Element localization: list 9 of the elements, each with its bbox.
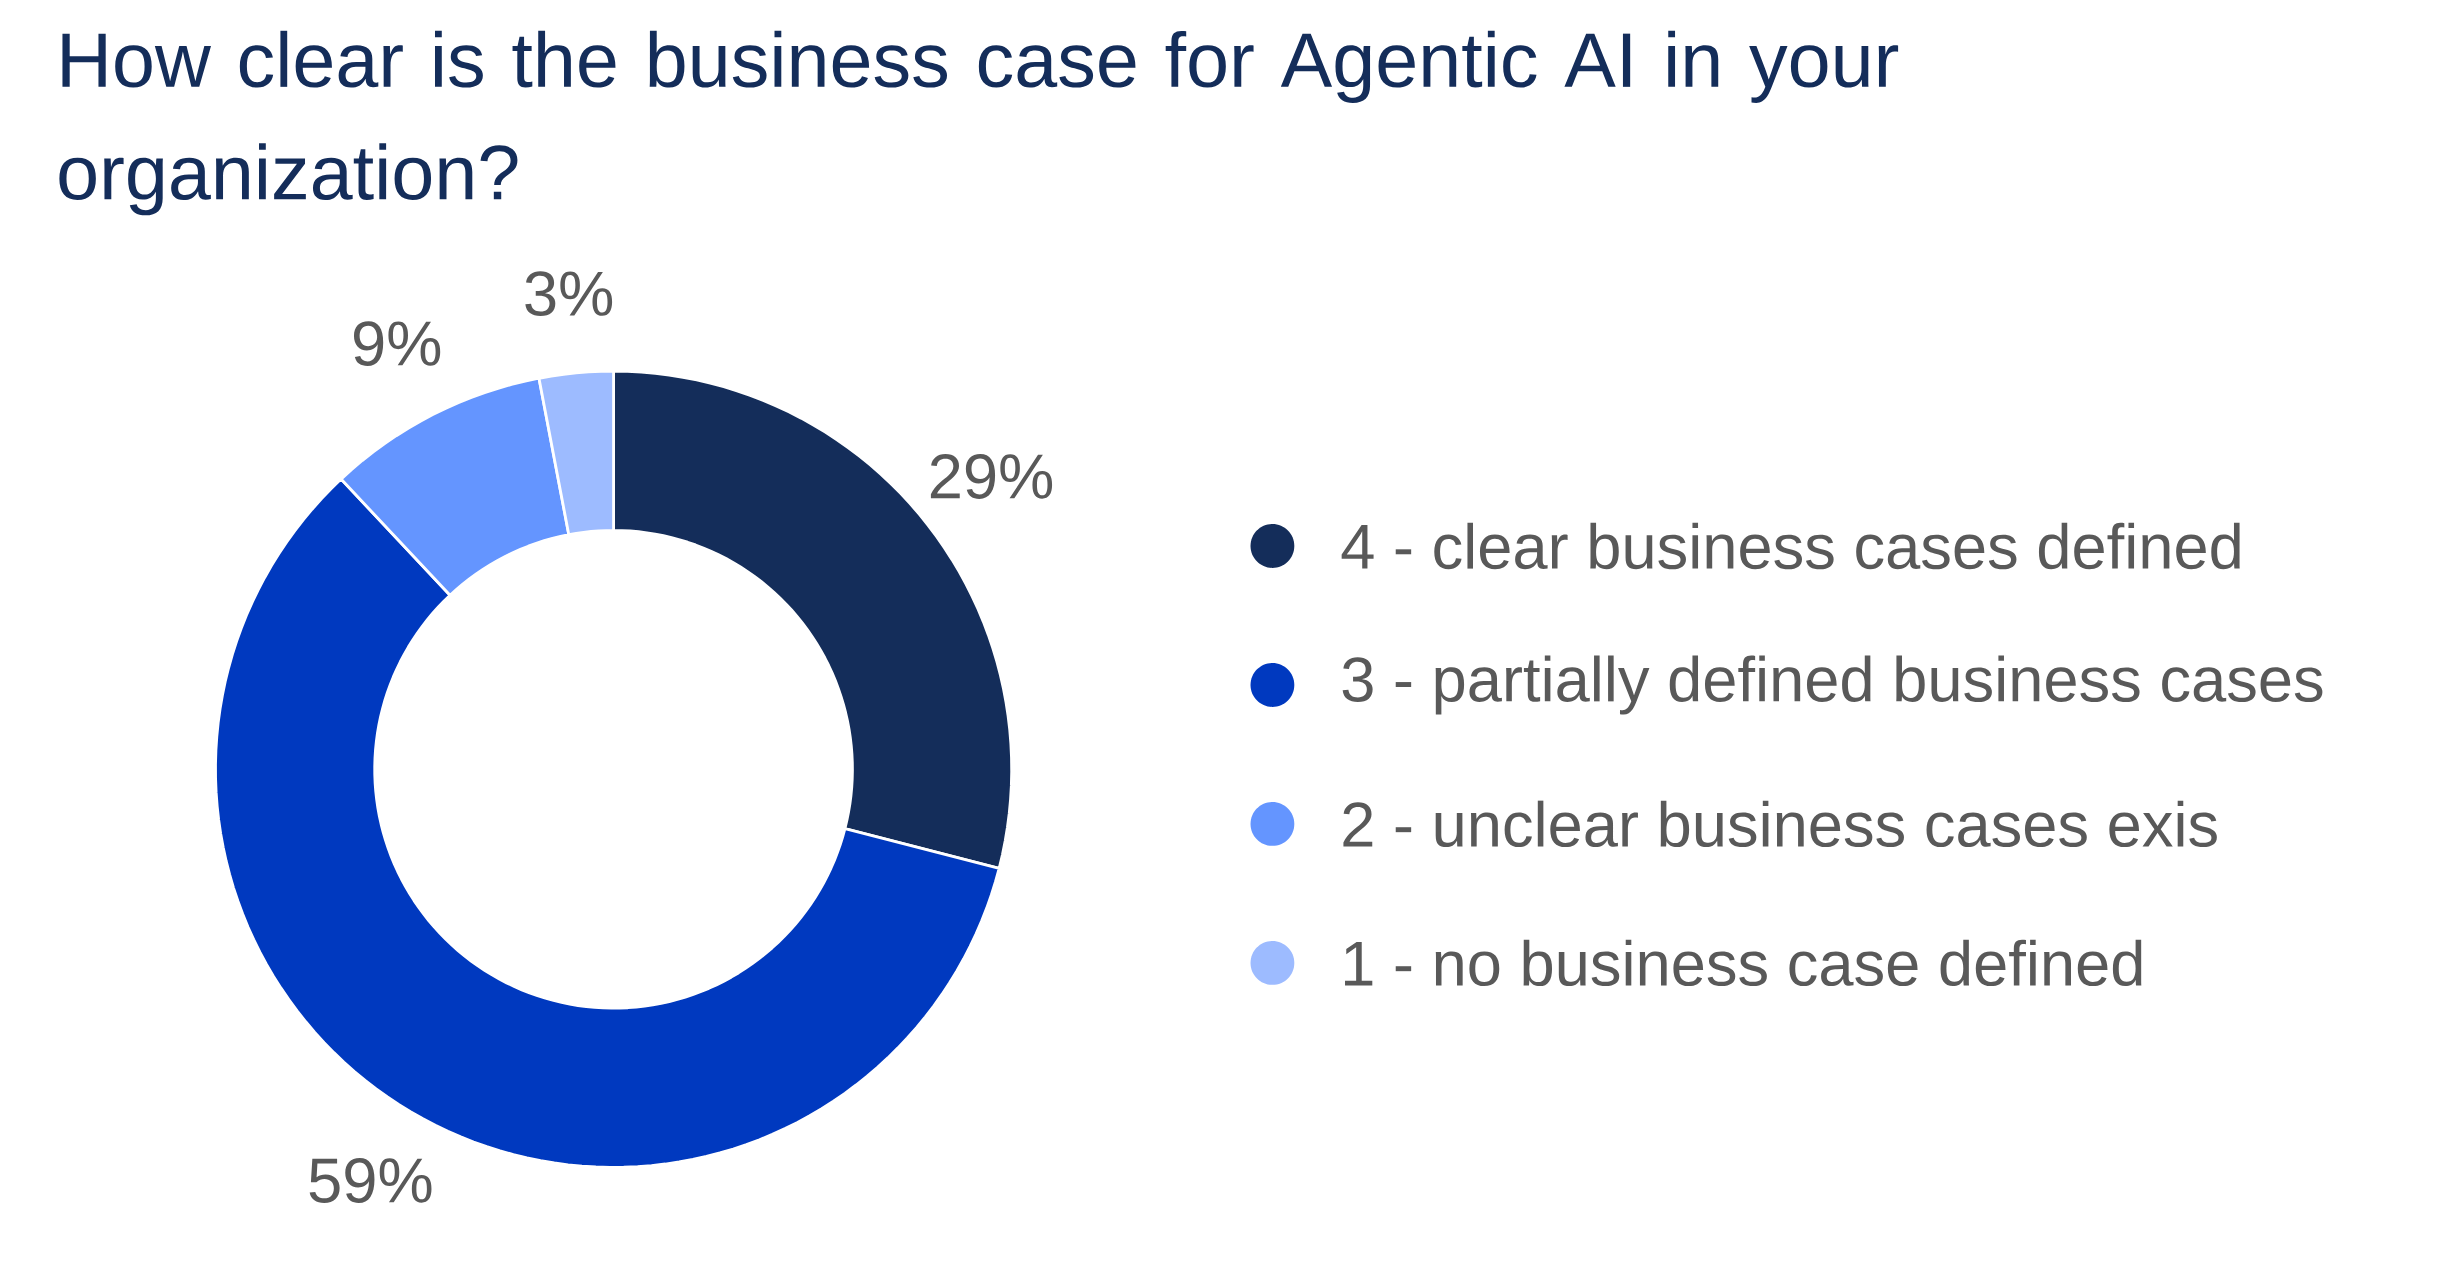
data-label: 3% <box>525 271 613 317</box>
data-label: 29% <box>930 454 1053 499</box>
legend-label: 3 - partially defined business cases <box>1342 655 2323 715</box>
data-label: 9% <box>353 321 441 366</box>
legend-label: 1 - no business case defined <box>1345 939 2142 987</box>
legend-label: 2 - unclear business cases exis <box>1343 800 2217 848</box>
legend-label: 4 - clear business cases defined <box>1341 522 2240 570</box>
chart-title: How clear is the business case for Agentic AI in your organization? <box>59 30 1899 216</box>
data-label: 59% <box>309 1158 432 1203</box>
